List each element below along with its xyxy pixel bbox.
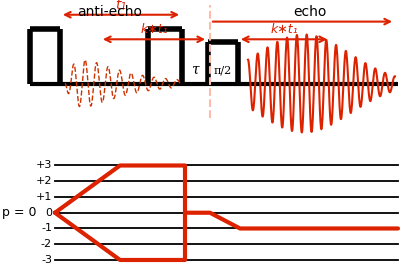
Text: -1: -1 xyxy=(41,224,52,234)
Text: +1: +1 xyxy=(36,192,52,202)
Text: echo: echo xyxy=(293,5,327,19)
Text: +2: +2 xyxy=(36,176,52,186)
Text: -2: -2 xyxy=(41,239,52,249)
Text: -3: -3 xyxy=(41,255,52,265)
Text: p = 0: p = 0 xyxy=(2,206,36,219)
Text: 0: 0 xyxy=(45,208,52,218)
Text: t₂: t₂ xyxy=(398,15,400,29)
Text: k∗t₁: k∗t₁ xyxy=(270,23,298,36)
Text: +3: +3 xyxy=(36,160,52,170)
Text: π/2: π/2 xyxy=(214,66,232,76)
Text: τ: τ xyxy=(191,63,199,77)
Text: anti-echo: anti-echo xyxy=(78,5,142,19)
Text: k∗t₁: k∗t₁ xyxy=(140,23,168,36)
Text: t₁: t₁ xyxy=(116,0,126,12)
